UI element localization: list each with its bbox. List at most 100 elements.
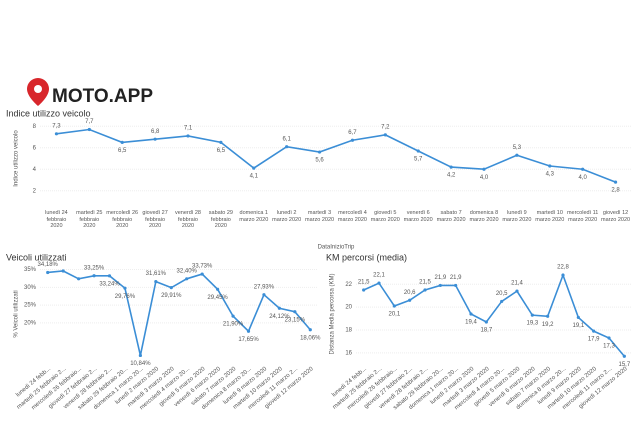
data-label: 18,7 <box>480 328 492 334</box>
point <box>515 289 519 293</box>
x-tick-label-box: martedì 3 marzo 2020 <box>305 210 334 223</box>
data-label: 23,15% <box>285 317 306 323</box>
data-label: 17,65% <box>238 337 259 343</box>
point <box>293 310 297 314</box>
line <box>363 272 625 357</box>
y-tick-label: 25% <box>24 303 37 309</box>
y-tick-label: 16 <box>345 350 352 356</box>
point <box>308 328 312 332</box>
x-tick-label-box: mercoledì 4 marzo 2020 <box>338 210 367 223</box>
x-tick-label-box: martedì 25 febbraio 2020 <box>76 210 103 229</box>
point <box>377 281 381 285</box>
data-label: 7,3 <box>52 123 61 129</box>
point <box>216 287 220 291</box>
data-label: 21,9 <box>434 275 446 281</box>
x-tick-label-box: lunedì 9 marzo 2020 <box>502 210 532 223</box>
point <box>546 314 550 318</box>
x-axis-label: DataInizioTrip <box>318 245 355 251</box>
point <box>469 312 473 316</box>
data-label: 32,40% <box>177 268 198 274</box>
x-tick-label-box: mercoledì 26 febbraio 2020 <box>106 210 139 229</box>
point <box>138 353 142 358</box>
y-tick-label: 6 <box>33 145 37 151</box>
point <box>515 153 519 157</box>
data-label: 5,6 <box>315 158 324 164</box>
data-label: 19,1 <box>572 323 584 329</box>
data-label: 15,7 <box>618 362 630 368</box>
data-label: 21,4 <box>511 281 523 287</box>
point <box>454 283 458 288</box>
point <box>61 269 65 273</box>
x-tick-label: sabato 29 febbraio 2020 <box>208 210 233 229</box>
data-label: 6,1 <box>282 136 291 142</box>
point <box>252 166 256 170</box>
point <box>350 138 355 142</box>
y-tick-label: 30% <box>24 285 37 291</box>
x-tick-label-box: domenica 1 marzo 2020 <box>239 210 269 223</box>
point <box>613 180 618 184</box>
data-label: 20,1 <box>388 312 400 318</box>
y-tick-label: 20% <box>24 320 37 326</box>
data-label: 34,18% <box>38 262 59 268</box>
point <box>246 329 251 333</box>
x-tick-label: venerdì 6 marzo 2020 <box>403 210 433 223</box>
point <box>185 277 189 281</box>
data-label: 4,0 <box>578 175 587 181</box>
x-tick-label: martedì 10 marzo 2020 <box>535 210 565 223</box>
y-tick-label: 35% <box>24 267 37 273</box>
x-tick-label-box: giovedì 12 marzo 2020 <box>601 210 630 223</box>
point <box>262 293 266 297</box>
data-label: 5,7 <box>414 157 423 163</box>
x-tick-label-box: martedì 10 marzo 2020 <box>535 210 565 223</box>
x-tick-label-box: domenica 8 marzo 2020 <box>469 210 499 223</box>
data-label: 6,7 <box>348 130 357 136</box>
point <box>153 137 157 141</box>
point <box>107 274 112 278</box>
point <box>576 315 580 320</box>
point <box>530 313 534 317</box>
x-tick-label: domenica 8 marzo 2020 <box>469 210 499 223</box>
point <box>548 164 552 168</box>
y-tick-label: 2 <box>33 188 37 194</box>
x-tick-label: lunedì 9 marzo 2020 <box>502 210 532 223</box>
data-label: 6,5 <box>118 148 127 154</box>
data-label: 7,2 <box>381 124 390 130</box>
x-tick-label-box: mercoledì 11 marzo 2020 <box>566 210 599 223</box>
x-tick-label-box: lunedì 2 marzo 2020 <box>272 210 301 223</box>
data-label: 24,12% <box>269 314 290 320</box>
data-label: 2,8 <box>611 188 620 194</box>
point <box>484 320 488 324</box>
x-tick-label: giovedì 5 marzo 2020 <box>370 210 400 223</box>
x-tick-label-box: sabato 7 marzo 2020 <box>437 210 466 223</box>
y-tick-label: 8 <box>33 124 37 130</box>
logo-icon <box>27 78 49 106</box>
data-label: 4,3 <box>546 172 555 178</box>
x-tick-label: venerdì 28 febbraio 2020 <box>174 210 201 229</box>
x-tick-label: mercoledì 11 marzo 2020 <box>566 210 599 223</box>
data-label: 20,5 <box>496 291 508 297</box>
point <box>408 298 412 302</box>
y-axis-label: % Veicoli utilizzati <box>14 290 20 337</box>
point <box>92 274 96 278</box>
data-label: 33,25% <box>84 265 105 271</box>
point <box>54 132 59 136</box>
x-tick-label: domenica 1 marzo 2020 <box>239 210 269 223</box>
data-label: 4,1 <box>250 174 259 180</box>
data-label: 7,1 <box>184 126 193 132</box>
point <box>592 329 596 333</box>
point <box>438 283 442 288</box>
point <box>607 336 611 340</box>
data-label: 21,90% <box>223 322 244 328</box>
point <box>561 273 565 277</box>
point <box>449 165 453 169</box>
data-label: 4,2 <box>447 173 456 179</box>
x-tick-label: mercoledì 26 febbraio 2020 <box>106 210 139 229</box>
data-label: 21,5 <box>419 280 431 286</box>
point <box>219 140 223 144</box>
data-label: 21,5 <box>358 280 370 286</box>
point <box>169 286 173 290</box>
data-label: 18,06% <box>300 335 321 341</box>
point <box>392 304 396 308</box>
x-tick-label: martedì 25 febbraio 2020 <box>76 210 103 229</box>
